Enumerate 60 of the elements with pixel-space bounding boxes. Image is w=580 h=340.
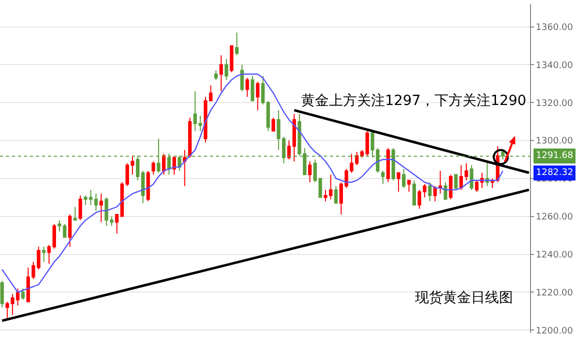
candlestick [36, 246, 40, 270]
y-tick-label: 1320.00 [536, 98, 574, 109]
text: 1282.32 [536, 168, 574, 178]
candlestick [266, 100, 270, 132]
candlestick [73, 206, 77, 221]
candlestick [188, 117, 192, 158]
candlestick [381, 170, 385, 185]
candlestick [438, 170, 442, 194]
candlestick [334, 186, 338, 204]
candlestick [42, 246, 46, 262]
candlestick [448, 174, 452, 200]
y-tick-label: 1360.00 [536, 22, 574, 33]
candlestick [470, 164, 474, 190]
candlestick [104, 196, 108, 226]
candlestick [396, 172, 400, 192]
candlestick [230, 45, 234, 73]
candlestick [402, 168, 406, 188]
candlestick [182, 150, 186, 187]
y-tick-label: 1300.00 [536, 136, 574, 147]
candlestick [407, 180, 411, 192]
candlestick [162, 153, 166, 176]
candlestick [428, 182, 432, 202]
y-tick-label: 1340.00 [536, 60, 574, 71]
candlestick [245, 77, 250, 98]
candlestick [68, 214, 72, 248]
candlestick [412, 180, 416, 206]
candlestick [485, 160, 489, 187]
y-tick-label: 1260.00 [536, 212, 574, 223]
annotation: 黄金上方关注1297，下方关注1290 [301, 93, 526, 109]
candlestick [115, 214, 119, 234]
text: 现货黄金日线图 [415, 290, 513, 306]
y-tick-label: 1220.00 [536, 288, 574, 298]
candlestick [219, 54, 223, 92]
candlestick [454, 174, 458, 190]
candlestick [422, 184, 426, 198]
ref-line-label: 1291.68 [536, 151, 574, 161]
candlestick [152, 160, 156, 176]
y-tick-label: 1240.00 [536, 250, 574, 260]
candlestick [418, 189, 422, 210]
candlestick [490, 178, 494, 188]
candlestick [308, 160, 312, 183]
candlestick [0, 280, 4, 308]
y-tick-label: 1200.00 [536, 326, 574, 336]
candlestick [99, 193, 103, 223]
candlestick [261, 76, 265, 105]
candlestick [78, 195, 82, 221]
candlestick [433, 186, 437, 202]
candlestick [256, 81, 260, 111]
candlestick [235, 32, 239, 56]
candlestick [250, 76, 254, 102]
candlestick [110, 216, 114, 226]
candlestick [21, 288, 25, 300]
candlestick [224, 58, 228, 80]
candlestick [214, 70, 218, 80]
candlestick [444, 182, 448, 200]
candlestick [172, 155, 176, 176]
candlestick [146, 170, 150, 202]
candlestick [386, 148, 390, 183]
candlestick [272, 117, 276, 132]
candlestick [240, 64, 244, 92]
